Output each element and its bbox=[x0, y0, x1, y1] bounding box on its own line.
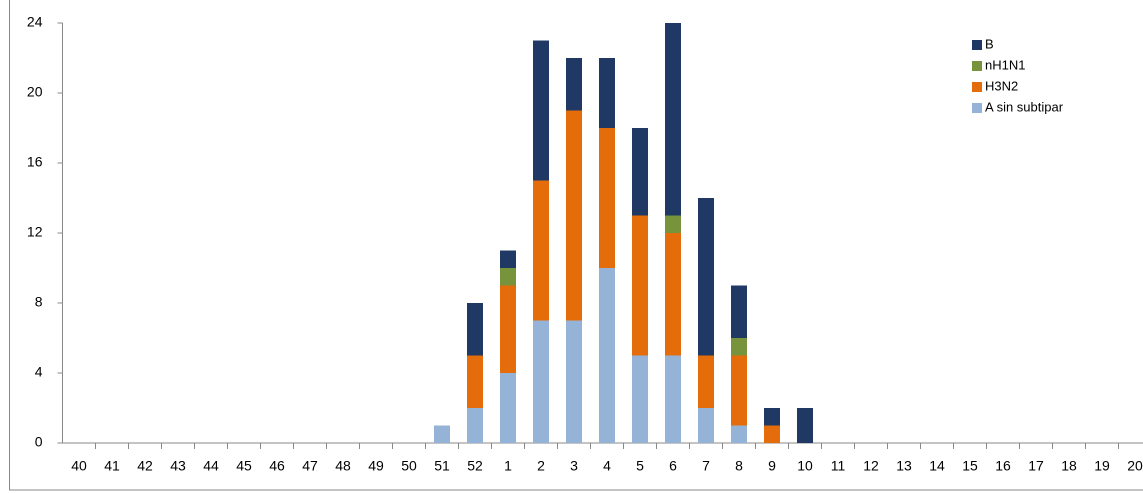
x-tick-label: 11 bbox=[831, 458, 846, 474]
bar-segment bbox=[467, 355, 483, 408]
x-tick-label: 49 bbox=[368, 458, 384, 474]
bar-segment bbox=[665, 23, 681, 216]
bar-segment bbox=[632, 215, 648, 356]
x-tick-label: 19 bbox=[1094, 458, 1110, 474]
legend-swatch bbox=[972, 40, 982, 50]
y-tick-label: 16 bbox=[27, 154, 43, 170]
bar-segment bbox=[500, 285, 516, 373]
legend-label: H3N2 bbox=[985, 78, 1018, 93]
bar-segment bbox=[599, 58, 615, 128]
legend-swatch bbox=[972, 82, 982, 92]
bar-segment bbox=[764, 408, 780, 426]
x-tick-label: 8 bbox=[735, 458, 743, 474]
bar-segment bbox=[599, 128, 615, 268]
legend-label: B bbox=[985, 36, 994, 51]
bar-segment bbox=[500, 250, 516, 268]
x-tick-label: 12 bbox=[863, 458, 879, 474]
legend-swatch bbox=[972, 61, 982, 71]
legend-swatch bbox=[972, 103, 982, 113]
x-tick-label: 48 bbox=[335, 458, 351, 474]
bar-segment bbox=[698, 198, 714, 356]
bar-segment bbox=[500, 373, 516, 443]
y-tick-label: 8 bbox=[35, 294, 43, 310]
bar-segment bbox=[467, 408, 483, 443]
y-tick-label: 0 bbox=[35, 434, 43, 450]
x-tick-label: 16 bbox=[995, 458, 1011, 474]
x-tick-label: 17 bbox=[1028, 458, 1044, 474]
bar-segment bbox=[566, 58, 582, 111]
x-tick-label: 7 bbox=[702, 458, 710, 474]
bar-segment bbox=[665, 215, 681, 233]
bar-segment bbox=[797, 408, 813, 443]
bar-segment bbox=[566, 320, 582, 443]
x-tick-label: 18 bbox=[1061, 458, 1077, 474]
bar-segment bbox=[665, 355, 681, 443]
bar-segment bbox=[533, 180, 549, 321]
bar-segment bbox=[434, 425, 450, 443]
bar-segment bbox=[698, 408, 714, 443]
bar-segment bbox=[731, 285, 747, 338]
x-tick-label: 1 bbox=[504, 458, 512, 474]
bar-segment bbox=[467, 303, 483, 356]
x-tick-label: 45 bbox=[236, 458, 252, 474]
bar-segment bbox=[566, 110, 582, 321]
legend-label: nH1N1 bbox=[985, 57, 1025, 72]
y-tick-label: 4 bbox=[35, 364, 43, 380]
x-tick-label: 41 bbox=[104, 458, 120, 474]
x-tick-label: 13 bbox=[896, 458, 912, 474]
bar-segment bbox=[731, 338, 747, 356]
x-tick-label: 10 bbox=[797, 458, 813, 474]
bar-segment bbox=[731, 425, 747, 443]
x-tick-label: 4 bbox=[603, 458, 611, 474]
bar-segment bbox=[632, 355, 648, 443]
x-tick-label: 2 bbox=[537, 458, 545, 474]
x-tick-label: 3 bbox=[570, 458, 578, 474]
bar-segment bbox=[665, 233, 681, 356]
bar-segment bbox=[599, 268, 615, 443]
bar-segment bbox=[533, 320, 549, 443]
x-tick-label: 20 bbox=[1127, 458, 1143, 474]
x-tick-label: 14 bbox=[929, 458, 945, 474]
y-tick-label: 24 bbox=[27, 14, 43, 30]
x-tick-label: 47 bbox=[302, 458, 318, 474]
x-tick-label: 44 bbox=[203, 458, 219, 474]
y-tick-label: 12 bbox=[27, 224, 43, 240]
x-tick-label: 43 bbox=[170, 458, 186, 474]
bar-segment bbox=[698, 355, 714, 408]
y-tick-label: 20 bbox=[27, 84, 43, 100]
legend-label: A sin subtipar bbox=[985, 99, 1064, 114]
x-tick-label: 46 bbox=[269, 458, 285, 474]
x-tick-label: 40 bbox=[71, 458, 87, 474]
x-tick-label: 51 bbox=[434, 458, 450, 474]
x-tick-label: 42 bbox=[137, 458, 153, 474]
bar-segment bbox=[632, 128, 648, 216]
x-tick-label: 50 bbox=[401, 458, 417, 474]
x-tick-label: 6 bbox=[669, 458, 677, 474]
x-tick-label: 9 bbox=[768, 458, 776, 474]
bar-segment bbox=[731, 355, 747, 426]
bar-segment bbox=[500, 268, 516, 286]
x-tick-label: 5 bbox=[636, 458, 644, 474]
x-tick-label: 52 bbox=[467, 458, 483, 474]
bar-segment bbox=[533, 40, 549, 181]
x-tick-label: 15 bbox=[962, 458, 978, 474]
chart-border bbox=[9, 0, 1143, 491]
bar-segment bbox=[764, 425, 780, 443]
